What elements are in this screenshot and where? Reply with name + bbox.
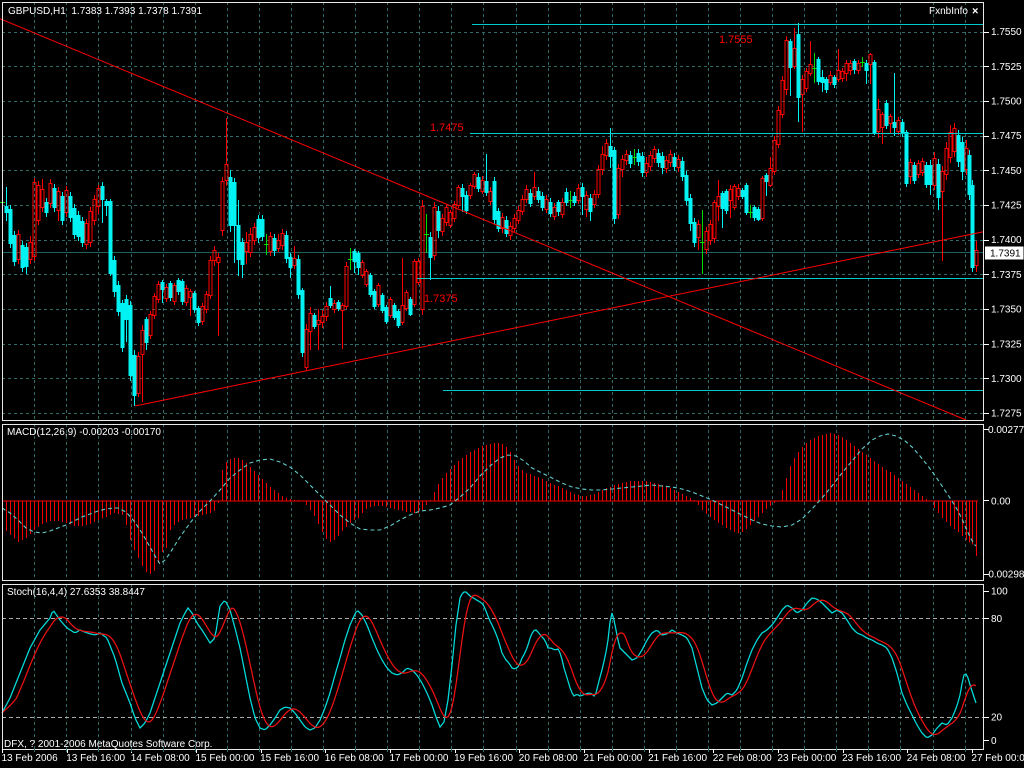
svg-text:20: 20: [991, 713, 1003, 724]
svg-text:15 Feb 16:00: 15 Feb 16:00: [260, 753, 319, 764]
svg-text:0.00277: 0.00277: [988, 425, 1024, 436]
svg-text:1.7391: 1.7391: [990, 249, 1021, 260]
svg-text:1.7555: 1.7555: [719, 34, 753, 46]
svg-text:1.7275: 1.7275: [991, 409, 1022, 420]
svg-text:21 Feb 00:00: 21 Feb 00:00: [583, 753, 642, 764]
svg-text:23 Feb 16:00: 23 Feb 16:00: [842, 753, 901, 764]
svg-text:MACD(12,26,9) -0.00203 -0.0017: MACD(12,26,9) -0.00203 -0.00170: [7, 427, 161, 438]
svg-text:FxnbInfo: FxnbInfo: [929, 6, 968, 17]
svg-text:1.7425: 1.7425: [991, 201, 1022, 212]
svg-text:1.7500: 1.7500: [991, 97, 1022, 108]
svg-text:1.7375: 1.7375: [991, 270, 1022, 281]
svg-text:13 Feb 16:00: 13 Feb 16:00: [66, 753, 125, 764]
svg-text:15 Feb 00:00: 15 Feb 00:00: [196, 753, 255, 764]
svg-text:1.7475: 1.7475: [991, 131, 1022, 142]
svg-text:1.7525: 1.7525: [991, 62, 1022, 73]
svg-text:GBPUSD,H1 1.7383 1.7393 1.737: GBPUSD,H1 1.7383 1.7393 1.7378 1.7391: [8, 6, 202, 17]
svg-text:1.7550: 1.7550: [991, 27, 1022, 38]
svg-text:1.7325: 1.7325: [991, 339, 1022, 350]
svg-text:27 Feb 00:00: 27 Feb 00:00: [971, 753, 1024, 764]
svg-text:Stoch(16,4,4) 27.6353 38.8447: Stoch(16,4,4) 27.6353 38.8447: [7, 587, 145, 598]
svg-text:0.00: 0.00: [991, 497, 1011, 508]
svg-text:22 Feb 08:00: 22 Feb 08:00: [713, 753, 772, 764]
svg-text:1.7475: 1.7475: [430, 122, 464, 134]
svg-text:14 Feb 08:00: 14 Feb 08:00: [131, 753, 190, 764]
svg-text:1.7450: 1.7450: [991, 166, 1022, 177]
svg-text:DFX, ? 2001-2006 MetaQuotes So: DFX, ? 2001-2006 MetaQuotes Software Cor…: [4, 739, 212, 750]
svg-text:0: 0: [991, 736, 997, 747]
svg-text:×: ×: [972, 6, 978, 18]
svg-text:23 Feb 00:00: 23 Feb 00:00: [777, 753, 836, 764]
svg-text:-0.00298: -0.00298: [985, 570, 1024, 581]
svg-text:24 Feb 08:00: 24 Feb 08:00: [907, 753, 966, 764]
svg-text:16 Feb 08:00: 16 Feb 08:00: [325, 753, 384, 764]
svg-text:100: 100: [991, 587, 1008, 598]
svg-text:13 Feb 2006: 13 Feb 2006: [2, 753, 59, 764]
svg-text:1.7350: 1.7350: [991, 305, 1022, 316]
svg-text:19 Feb 16:00: 19 Feb 16:00: [454, 753, 513, 764]
svg-text:1.7400: 1.7400: [991, 235, 1022, 246]
svg-text:80: 80: [991, 614, 1003, 625]
svg-text:17 Feb 00:00: 17 Feb 00:00: [390, 753, 449, 764]
svg-text:20 Feb 08:00: 20 Feb 08:00: [519, 753, 578, 764]
svg-text:1.7300: 1.7300: [991, 374, 1022, 385]
svg-text:21 Feb 16:00: 21 Feb 16:00: [648, 753, 707, 764]
svg-text:1.7375: 1.7375: [424, 293, 458, 305]
